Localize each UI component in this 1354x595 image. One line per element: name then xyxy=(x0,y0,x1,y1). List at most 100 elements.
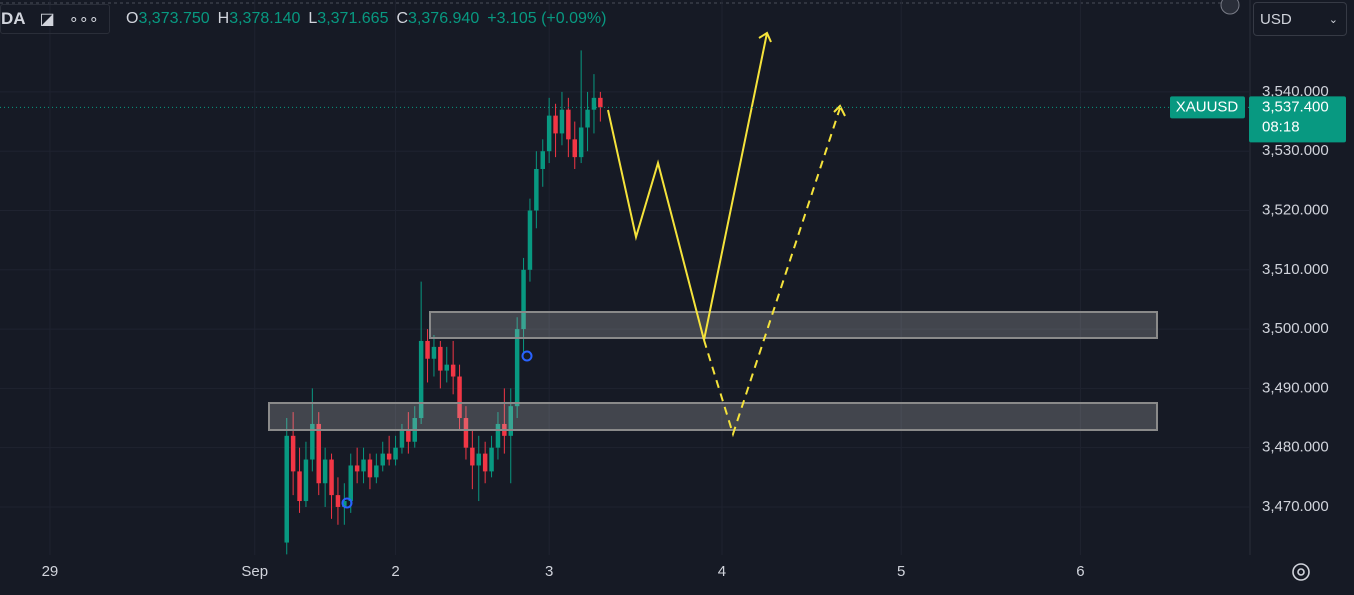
body xyxy=(380,453,385,466)
header: DA ◪ ∘∘∘ O 3,373.750 H 3,378.140 L 3,371.665 C 3,… xyxy=(0,4,606,34)
projection-line xyxy=(607,32,768,341)
candles xyxy=(284,50,603,555)
body xyxy=(495,423,501,448)
symbol-tag-label: XAUUSD xyxy=(1176,98,1239,115)
x-tick-label: 29 xyxy=(42,563,59,580)
y-tick-label: 3,470.000 xyxy=(1262,498,1329,515)
body xyxy=(444,364,449,371)
body xyxy=(348,465,353,502)
body xyxy=(482,453,488,472)
y-tick-label: 3,500.000 xyxy=(1262,320,1329,337)
body xyxy=(367,459,373,478)
body xyxy=(316,423,321,484)
y-tick-label: 3,480.000 xyxy=(1262,439,1329,456)
body xyxy=(489,447,494,472)
x-tick-label: 4 xyxy=(718,563,726,580)
body xyxy=(521,269,526,330)
body xyxy=(470,447,475,466)
body xyxy=(566,109,571,140)
body xyxy=(591,97,597,110)
add-button[interactable] xyxy=(1220,0,1240,15)
chevron: ⌄ xyxy=(1328,13,1338,26)
axes: 3,470.000 3,480.000 3,490.000 3,500.000 3,51… xyxy=(0,83,1346,580)
body xyxy=(322,459,328,484)
marker xyxy=(521,350,533,362)
grid xyxy=(0,0,1250,555)
body xyxy=(310,423,315,460)
body xyxy=(399,429,405,448)
ohlc-key: H xyxy=(217,10,230,27)
ohlc-value: 3,373.750 xyxy=(138,10,210,27)
body xyxy=(514,329,520,407)
body xyxy=(457,376,462,419)
body xyxy=(438,346,443,371)
currency-select[interactable]: USD ⌄ xyxy=(1253,2,1347,36)
y-tick-label: 3,540.000 xyxy=(1262,83,1329,100)
body xyxy=(598,97,603,108)
currency: USD xyxy=(1260,10,1292,28)
icon: ◪ xyxy=(39,11,55,28)
body xyxy=(393,447,398,460)
body xyxy=(463,418,469,448)
x-tick-label: 5 xyxy=(897,563,905,580)
ohlc-key: L xyxy=(308,10,318,27)
x-tick-label: 3 xyxy=(545,563,553,580)
body xyxy=(540,151,545,169)
body xyxy=(508,406,513,436)
y-tick-label: 3,530.000 xyxy=(1262,142,1329,159)
marker xyxy=(341,497,353,509)
ohlc-key: O xyxy=(126,10,139,27)
arrow-head xyxy=(833,104,846,117)
symbol: DA xyxy=(1,9,26,28)
body xyxy=(425,340,430,359)
y-tick-label: 3,490.000 xyxy=(1262,379,1329,396)
body xyxy=(290,435,296,472)
body xyxy=(585,109,590,128)
ohlc-value: 3,376.940 xyxy=(408,10,480,27)
settings-icon[interactable] xyxy=(1292,563,1310,581)
symbol-box[interactable]: DA ◪ ∘∘∘ xyxy=(0,4,110,34)
menu-dots: ∘∘∘ xyxy=(68,11,99,28)
body xyxy=(284,435,289,543)
settings-icon-core xyxy=(1297,568,1305,576)
body xyxy=(559,109,565,134)
body xyxy=(431,346,437,359)
body xyxy=(386,453,392,460)
symbol-tag xyxy=(1170,96,1245,119)
body xyxy=(361,459,366,472)
ohlc-value: 3,378.140 xyxy=(229,10,301,27)
x-tick-label: 6 xyxy=(1076,563,1084,580)
x-tick-label: Sep xyxy=(241,563,268,580)
countdown: 08:18 xyxy=(1262,118,1300,135)
change: +3.105 (+0.09%) xyxy=(487,10,607,27)
body xyxy=(303,459,309,502)
ohlc: O 3,373.750 H 3,378.140 L 3,371.665 C 3,376.940 xyxy=(126,10,487,28)
body xyxy=(329,459,334,496)
body xyxy=(572,139,577,158)
body xyxy=(578,127,584,158)
ohlc-value: 3,371.665 xyxy=(317,10,389,27)
body xyxy=(418,340,424,419)
x-tick-label: 2 xyxy=(391,563,399,580)
zone-lower xyxy=(268,402,1158,431)
y-tick-label: 3,520.000 xyxy=(1262,201,1329,218)
body xyxy=(527,210,533,270)
body xyxy=(406,429,411,442)
body xyxy=(354,465,360,472)
body xyxy=(534,168,539,211)
body xyxy=(374,465,379,478)
body xyxy=(342,501,347,507)
body xyxy=(335,495,341,507)
body xyxy=(476,453,481,466)
body xyxy=(297,471,302,502)
ohlc-key: C xyxy=(396,10,409,27)
price-tag xyxy=(1249,96,1346,143)
arrow-head xyxy=(758,31,772,43)
price-tag-label: 3,537.400 xyxy=(1262,98,1329,115)
body xyxy=(553,115,558,134)
alt-projection-line xyxy=(703,107,841,438)
body xyxy=(450,364,456,377)
body xyxy=(546,115,552,152)
